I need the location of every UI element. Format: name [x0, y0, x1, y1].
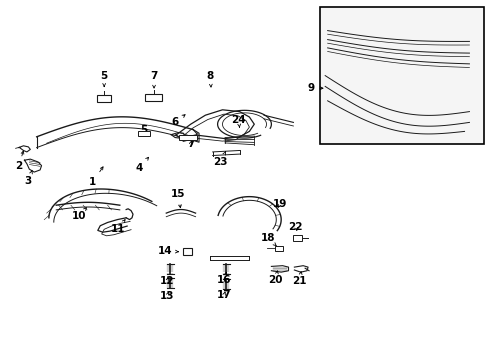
Text: 9: 9: [306, 83, 322, 93]
Text: 18: 18: [260, 233, 276, 246]
Bar: [179, 135, 197, 140]
Bar: [138, 131, 150, 136]
Text: 6: 6: [171, 115, 184, 127]
Text: 10: 10: [72, 208, 86, 221]
Text: 13: 13: [160, 291, 174, 301]
Text: 17: 17: [216, 290, 231, 300]
Text: 15: 15: [171, 189, 185, 208]
Text: 7: 7: [186, 139, 194, 149]
Text: 19: 19: [272, 199, 286, 210]
Text: 2: 2: [15, 151, 24, 171]
Bar: [293, 235, 302, 241]
Bar: [97, 95, 111, 102]
Text: 7: 7: [150, 71, 158, 88]
Text: 11: 11: [111, 220, 125, 234]
Text: 23: 23: [212, 152, 227, 167]
Text: 5: 5: [101, 71, 107, 86]
Text: 14: 14: [158, 246, 178, 256]
Bar: [145, 94, 162, 101]
Bar: [320, 7, 483, 144]
Text: 20: 20: [267, 271, 282, 285]
Bar: [183, 248, 192, 255]
Text: 12: 12: [160, 276, 174, 286]
Text: 16: 16: [216, 272, 231, 285]
Text: 3: 3: [25, 170, 32, 186]
Text: 22: 22: [288, 222, 303, 232]
Text: 24: 24: [231, 114, 245, 127]
Text: 21: 21: [292, 272, 306, 286]
Text: 5: 5: [141, 125, 147, 135]
Bar: [274, 246, 282, 251]
Text: 4: 4: [135, 157, 148, 173]
Text: 8: 8: [206, 71, 213, 87]
Text: 1: 1: [89, 167, 103, 187]
